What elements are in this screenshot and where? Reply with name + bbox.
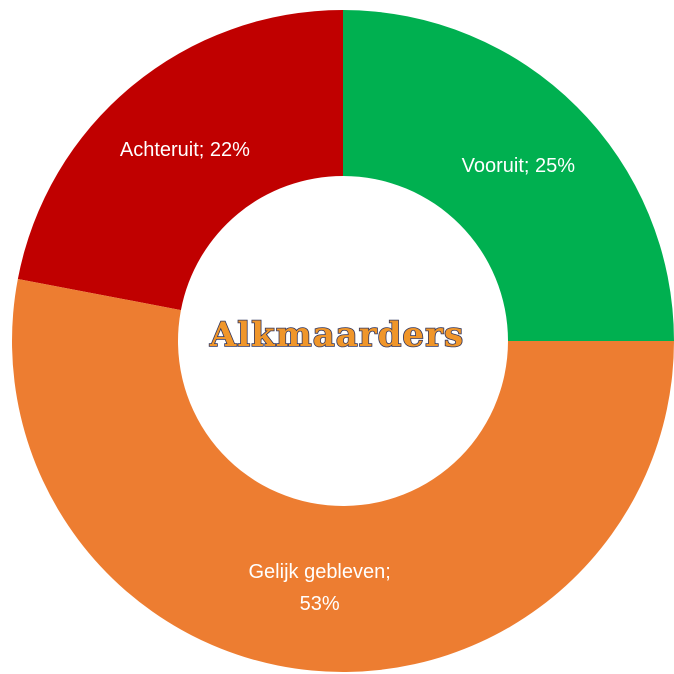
data-label: Achteruit; 22% bbox=[119, 138, 250, 161]
center-text: Alkmaarders bbox=[209, 315, 464, 355]
data-label: Gelijk gebleven; 53% bbox=[248, 560, 391, 615]
donut-segment bbox=[17, 10, 344, 311]
donut-segment bbox=[343, 10, 674, 341]
donut-segment bbox=[12, 278, 674, 672]
data-label: Vooruit; 25% bbox=[461, 154, 576, 177]
